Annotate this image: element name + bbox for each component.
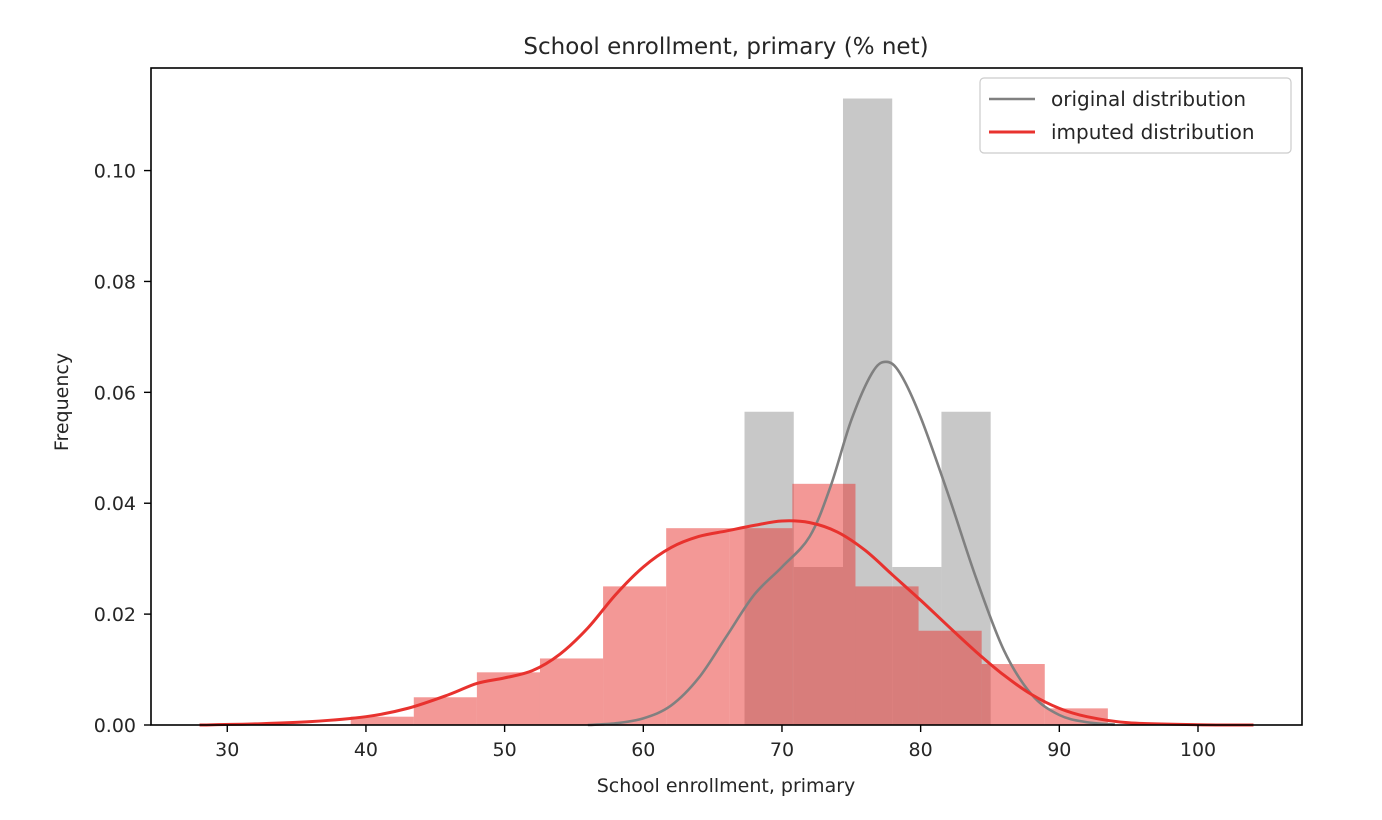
- plot-area: [199, 98, 1254, 727]
- imputed-distribution-bar-11: [1044, 708, 1108, 725]
- legend-box: [979, 77, 1292, 154]
- axes-frame: [150, 67, 1303, 726]
- imputed-distribution-bar-0: [350, 716, 414, 725]
- imputed-distribution-bar-8: [855, 586, 919, 725]
- imputed-distribution-bar-9: [918, 630, 982, 725]
- y-tick-label-5: 0.10: [94, 161, 136, 183]
- y-tick-label-4: 0.08: [94, 271, 136, 293]
- y-axis-ticks: 0.00 0.02 0.04 0.06 0.08 0.10: [94, 161, 151, 737]
- y-axis-label: Frequency: [51, 353, 73, 451]
- y-tick-label-2: 0.04: [94, 493, 136, 515]
- original-distribution-kde-line: [587, 360, 1115, 727]
- y-tick-label-3: 0.06: [94, 382, 136, 404]
- imputed-distribution-bar-5: [666, 528, 730, 725]
- y-tick-label-1: 0.02: [94, 604, 136, 626]
- imputed-distribution-bar-6: [729, 528, 793, 725]
- imputed-distribution-bar-4: [603, 586, 667, 725]
- imputed-distribution-bar-10: [981, 664, 1045, 725]
- imputed-distribution-bars: [350, 483, 1108, 725]
- y-tick-label-0: 0.00: [94, 715, 136, 737]
- imputed-distribution-kde-line: [199, 519, 1254, 727]
- x-tick-label-90: 90: [1047, 739, 1071, 761]
- x-tick-label-30: 30: [215, 739, 239, 761]
- x-tick-label-60: 60: [631, 739, 655, 761]
- x-axis-ticks: 30 40 50 60 70 80 90 100: [215, 725, 1216, 761]
- chart-title: School enrollment, primary (% net): [523, 34, 928, 60]
- x-axis-label: School enrollment, primary: [597, 775, 856, 797]
- legend: original distribution imputed distributi…: [979, 77, 1292, 154]
- legend-label-imputed: imputed distribution: [1051, 120, 1255, 144]
- x-tick-label-50: 50: [493, 739, 517, 761]
- imputed-distribution-bar-1: [413, 697, 477, 725]
- imputed-distribution-bar-7: [792, 483, 856, 725]
- x-tick-label-40: 40: [354, 739, 378, 761]
- x-tick-label-80: 80: [909, 739, 933, 761]
- legend-label-original: original distribution: [1051, 87, 1246, 111]
- imputed-distribution-bar-3: [539, 658, 604, 725]
- x-tick-label-100: 100: [1180, 739, 1216, 761]
- x-tick-label-70: 70: [770, 739, 794, 761]
